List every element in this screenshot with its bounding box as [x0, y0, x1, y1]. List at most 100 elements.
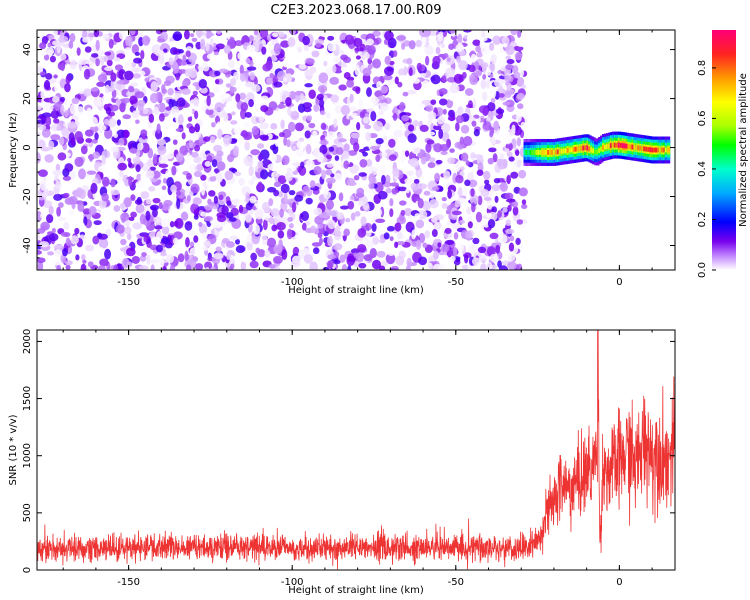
noise-blob [420, 72, 427, 77]
noise-blob [249, 72, 255, 81]
noise-blob [359, 111, 365, 119]
signal-cell [662, 147, 667, 153]
noise-blob [158, 258, 165, 268]
spectrogram-signal-band [523, 131, 671, 166]
noise-blob [431, 186, 440, 191]
noise-blob [488, 147, 497, 153]
noise-blob [521, 199, 527, 205]
noise-blob [124, 220, 131, 227]
noise-blob [466, 206, 472, 215]
noise-blob [451, 210, 462, 216]
noise-blob [245, 57, 251, 64]
noise-blob [442, 108, 447, 115]
noise-blob [283, 192, 288, 204]
noise-blob [346, 255, 355, 266]
noise-blob [475, 211, 483, 223]
noise-blob [437, 37, 444, 42]
noise-blob [250, 149, 261, 156]
noise-blob [328, 146, 335, 152]
noise-blob [411, 145, 421, 155]
noise-blob [404, 207, 413, 217]
x-tick-label: -100 [281, 277, 304, 288]
noise-blob [327, 260, 334, 269]
noise-blob [262, 63, 272, 72]
noise-blob [47, 251, 54, 256]
noise-blob [427, 111, 437, 120]
noise-blob [203, 240, 211, 248]
noise-blob [191, 37, 198, 42]
noise-blob [487, 101, 496, 112]
noise-blob [240, 130, 249, 138]
noise-blob [335, 224, 341, 233]
noise-blob [339, 205, 350, 210]
y-tick-label: 1500 [22, 386, 33, 411]
noise-blob [192, 197, 202, 205]
noise-blob [318, 213, 328, 219]
noise-blob [516, 219, 524, 225]
noise-blob [200, 174, 207, 181]
noise-blob [108, 118, 117, 128]
noise-blob [41, 128, 51, 138]
noise-blob [457, 106, 464, 116]
noise-blob [504, 148, 510, 153]
noise-blob [102, 33, 110, 40]
noise-blob [406, 257, 412, 268]
noise-blob [392, 167, 400, 177]
noise-blob [260, 105, 269, 113]
noise-blob [506, 151, 513, 157]
noise-blob [416, 62, 423, 72]
noise-blob [75, 254, 80, 261]
noise-blob [315, 42, 322, 48]
y-tick-label: 1000 [22, 443, 33, 468]
noise-blob [439, 144, 450, 152]
noise-blob [103, 118, 110, 125]
signal-cell [607, 143, 612, 149]
noise-blob [271, 224, 278, 232]
noise-blob [388, 138, 396, 148]
noise-blob [104, 128, 113, 140]
signal-cell [635, 145, 639, 151]
noise-blob [261, 46, 267, 55]
noise-blob [349, 93, 354, 103]
noise-blob [131, 255, 140, 264]
noise-blob [425, 55, 430, 66]
noise-blob [272, 32, 279, 38]
noise-blob [193, 214, 199, 220]
noise-blob [271, 135, 279, 140]
noise-blob [506, 59, 515, 65]
noise-blob [311, 50, 320, 58]
noise-blob [508, 128, 516, 136]
noise-blob [69, 33, 76, 43]
noise-blob [472, 237, 480, 245]
noise-blob [505, 198, 516, 203]
colorbar-tick-label: 0.8 [697, 60, 708, 76]
noise-blob [135, 203, 145, 214]
noise-blob [135, 119, 140, 124]
noise-blob [465, 201, 472, 209]
noise-blob [440, 43, 445, 48]
noise-blob [259, 122, 270, 130]
noise-blob [422, 242, 428, 248]
noise-blob [510, 30, 518, 36]
noise-blob [268, 217, 275, 225]
signal-cell [586, 145, 590, 151]
noise-blob [115, 224, 125, 234]
noise-blob [44, 154, 54, 163]
noise-blob [181, 88, 191, 95]
noise-blob [312, 130, 318, 138]
noise-blob [53, 102, 63, 111]
spectrogram-y-axis-label: Frequency (Hz) [8, 112, 19, 188]
noise-blob [474, 93, 482, 102]
noise-blob [316, 152, 325, 163]
noise-blob [407, 124, 415, 132]
noise-blob [185, 50, 191, 58]
noise-blob [122, 114, 132, 120]
noise-blob [335, 104, 342, 114]
y-tick-label: 0 [22, 144, 33, 150]
noise-blob [195, 263, 204, 270]
noise-blob [273, 244, 283, 254]
noise-blob [225, 212, 234, 219]
noise-blob [376, 164, 387, 176]
colorbar-tick-label: 0.0 [697, 262, 708, 278]
signal-cell [639, 145, 643, 151]
